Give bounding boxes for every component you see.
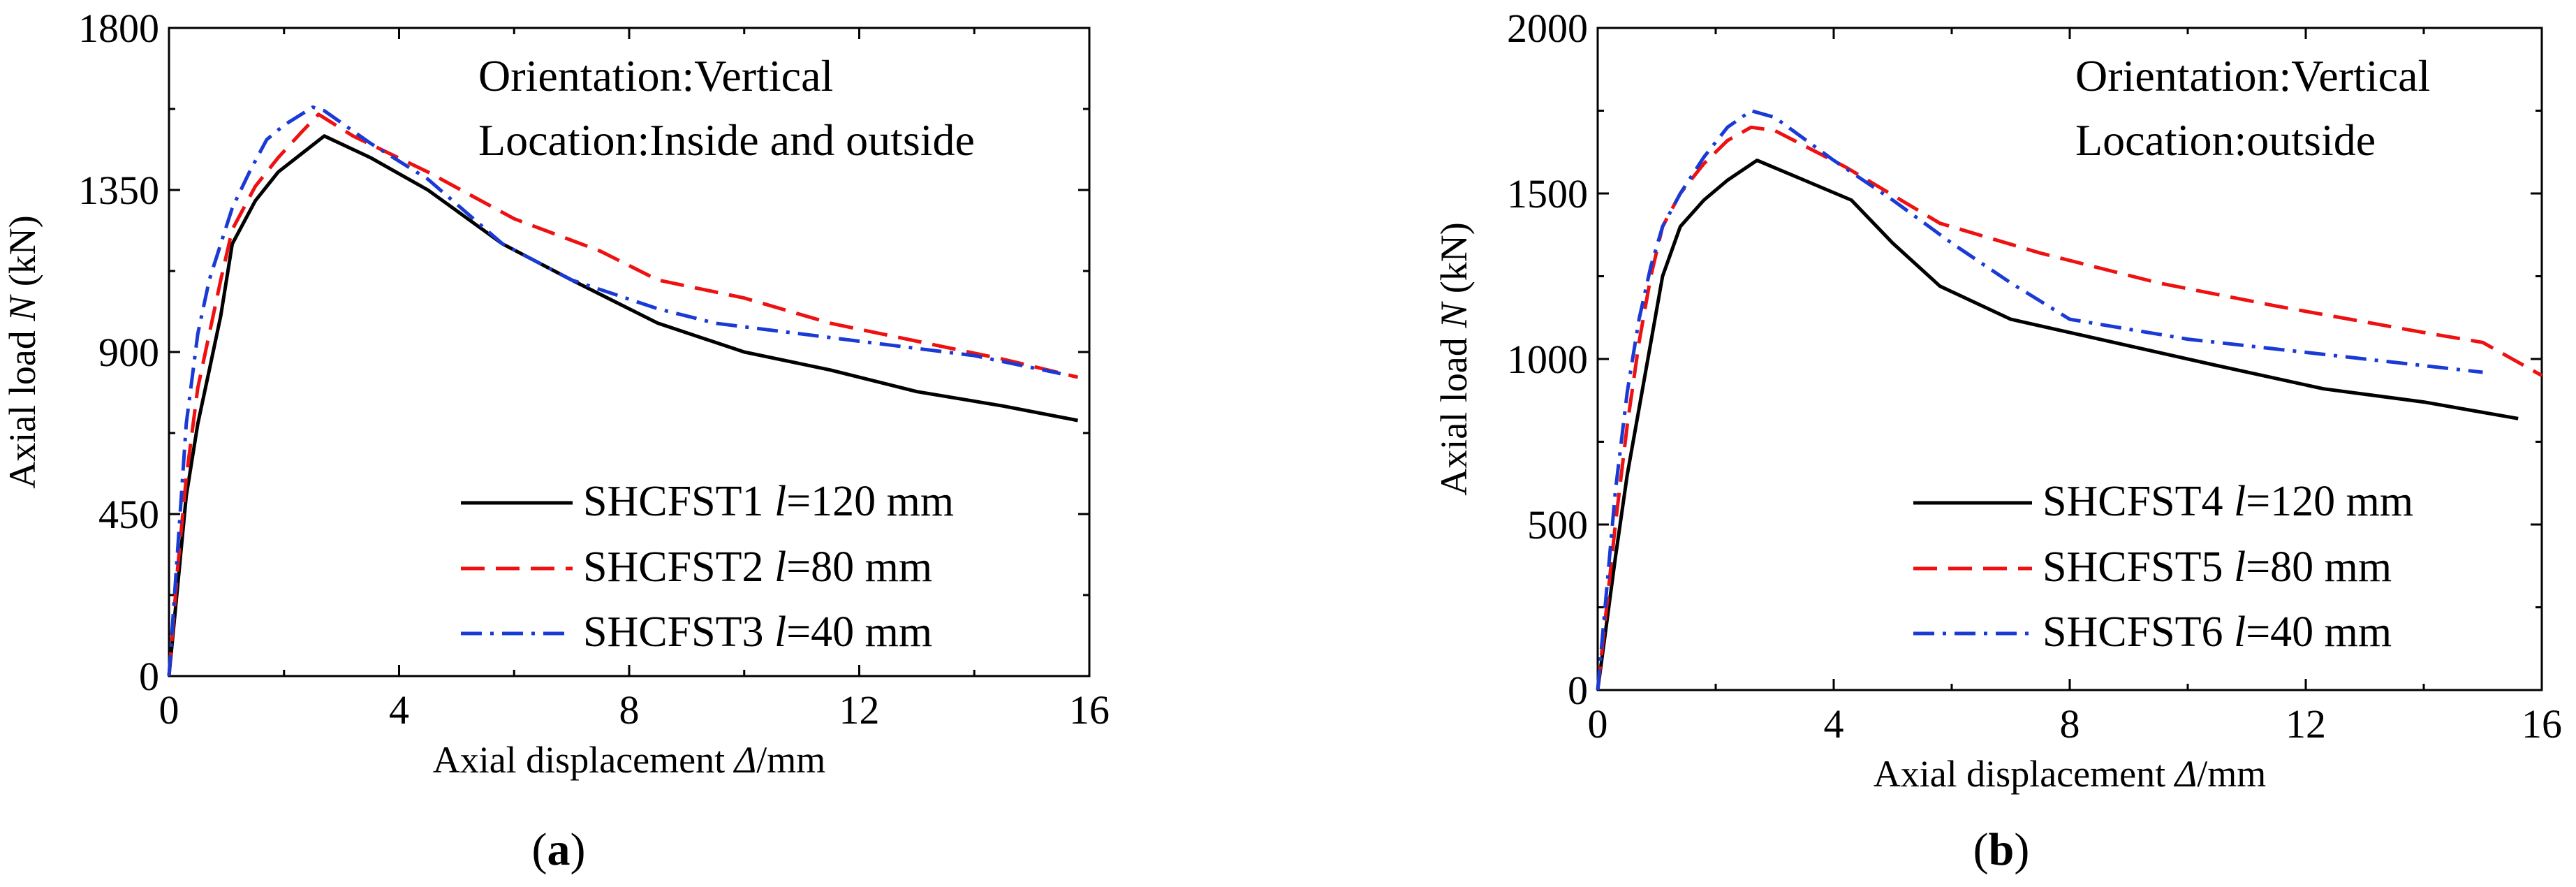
y-tick-label-a: 1800	[78, 6, 159, 51]
legend-entry-symbol: l	[2234, 478, 2246, 525]
chart-panel-b: 0 4 8 12 16 0 500 1000 1500 2000 Axial displacemen…	[1433, 6, 2562, 875]
series-line-b-1	[1596, 159, 2519, 691]
legend-entry-value: =40 mm	[786, 608, 932, 656]
y-tick-label-b: 1000	[1507, 337, 1588, 382]
x-tick-label-b: 12	[2286, 701, 2326, 747]
y-axis-label-text: Axial load	[1, 321, 43, 489]
x-axis-label-symbol: Δ	[2174, 753, 2198, 795]
caption-open: (	[1973, 824, 1989, 875]
legend-entry-symbol: l	[774, 543, 786, 591]
legend-entry-name: SHCFST5	[2043, 543, 2234, 591]
legend-entry-a-3: SHCFST3 l=40 mm	[583, 608, 932, 656]
y-axis-label-text: Axial load	[1433, 328, 1475, 496]
annotation-a: Orientation:Vertical	[478, 51, 833, 101]
annotation-a: Location:Inside and outside	[478, 115, 975, 165]
y-tick-label-b: 2000	[1507, 6, 1588, 51]
legend-entry-a-2: SHCFST2 l=80 mm	[583, 543, 932, 591]
series-line-b-2	[1596, 125, 2543, 691]
y-tick-label-b: 0	[1568, 668, 1588, 713]
series-line-b-3	[1596, 109, 2483, 691]
legend-entry-name: SHCFST4	[2043, 478, 2234, 525]
x-axis-label-text: Axial displacement	[1874, 753, 2175, 795]
legend-entry-b-2: SHCFST5 l=80 mm	[2043, 543, 2392, 591]
legend-entry-value: =80 mm	[2246, 543, 2392, 591]
legend-entry-value: =120 mm	[786, 478, 954, 525]
y-axis-label-a: Axial load N (kN)	[1, 215, 43, 488]
x-tick-label-a: 0	[159, 687, 179, 733]
x-tick-label-b: 16	[2522, 701, 2562, 747]
legend-entry-name: SHCFST3	[583, 608, 774, 656]
legend-entry-name: SHCFST2	[583, 543, 774, 591]
y-axis-label-unit: (kN)	[1, 215, 43, 295]
y-tick-label-a: 1350	[78, 168, 159, 213]
x-tick-label-a: 8	[619, 687, 640, 733]
legend-entry-b-3: SHCFST6 l=40 mm	[2043, 608, 2392, 656]
x-axis-label-b: Axial displacement Δ/mm	[1874, 753, 2267, 795]
series-line-a-3	[167, 105, 1061, 677]
caption-letter: b	[1989, 824, 2015, 875]
x-axis-label-text: Axial displacement	[433, 739, 735, 781]
series-line-a-2	[167, 112, 1079, 677]
caption-close: )	[2014, 824, 2029, 875]
legend-entry-value: =120 mm	[2246, 478, 2413, 525]
legend-entry-symbol: l	[2234, 608, 2246, 656]
x-tick-label-b: 8	[2060, 701, 2080, 747]
y-tick-label-a: 0	[139, 654, 159, 699]
annotation-b: Location:outside	[2075, 115, 2376, 165]
legend-entry-symbol: l	[774, 608, 786, 656]
caption-close: )	[571, 824, 586, 875]
legend-entry-symbol: l	[2234, 543, 2246, 591]
y-axis-label-symbol: N	[1433, 301, 1475, 329]
x-axis-label-a: Axial displacement Δ/mm	[433, 739, 826, 781]
chart-panel-a: 0 4 8 12 16 0 450 900 1350 1800 Axial displacement…	[1, 6, 1110, 875]
caption-open: (	[532, 824, 547, 875]
legend-entry-a-1: SHCFST1 l=120 mm	[583, 478, 954, 525]
y-tick-label-a: 900	[98, 330, 159, 375]
legend-entry-value: =40 mm	[2246, 608, 2392, 656]
y-axis-label-b: Axial load N (kN)	[1433, 222, 1475, 495]
y-axis-label-unit: (kN)	[1433, 222, 1475, 302]
x-tick-label-b: 0	[1588, 701, 1608, 747]
y-tick-label-a: 450	[98, 492, 159, 537]
x-tick-label-a: 12	[839, 687, 880, 733]
x-tick-label-b: 4	[1824, 701, 1844, 747]
x-axis-label-unit: /mm	[2197, 753, 2266, 795]
panel-caption-a: (a)	[532, 824, 586, 875]
legend-entry-symbol: l	[774, 478, 786, 525]
legend-entry-value: =80 mm	[786, 543, 932, 591]
y-axis-label-symbol: N	[1, 294, 43, 322]
x-axis-label-symbol: Δ	[733, 739, 757, 781]
legend-entry-name: SHCFST1	[583, 478, 774, 525]
x-tick-label-a: 16	[1069, 687, 1110, 733]
annotation-b: Orientation:Vertical	[2075, 51, 2430, 101]
caption-letter: a	[547, 824, 571, 875]
y-tick-label-b: 1500	[1507, 171, 1588, 217]
series-line-a-1	[167, 134, 1078, 677]
legend-entry-b-1: SHCFST4 l=120 mm	[2043, 478, 2413, 525]
panel-caption-b: (b)	[1973, 824, 2030, 875]
x-axis-label-unit: /mm	[756, 739, 825, 781]
legend-entry-name: SHCFST6	[2043, 608, 2234, 656]
x-tick-label-a: 4	[389, 687, 409, 733]
y-tick-label-b: 500	[1527, 502, 1588, 548]
